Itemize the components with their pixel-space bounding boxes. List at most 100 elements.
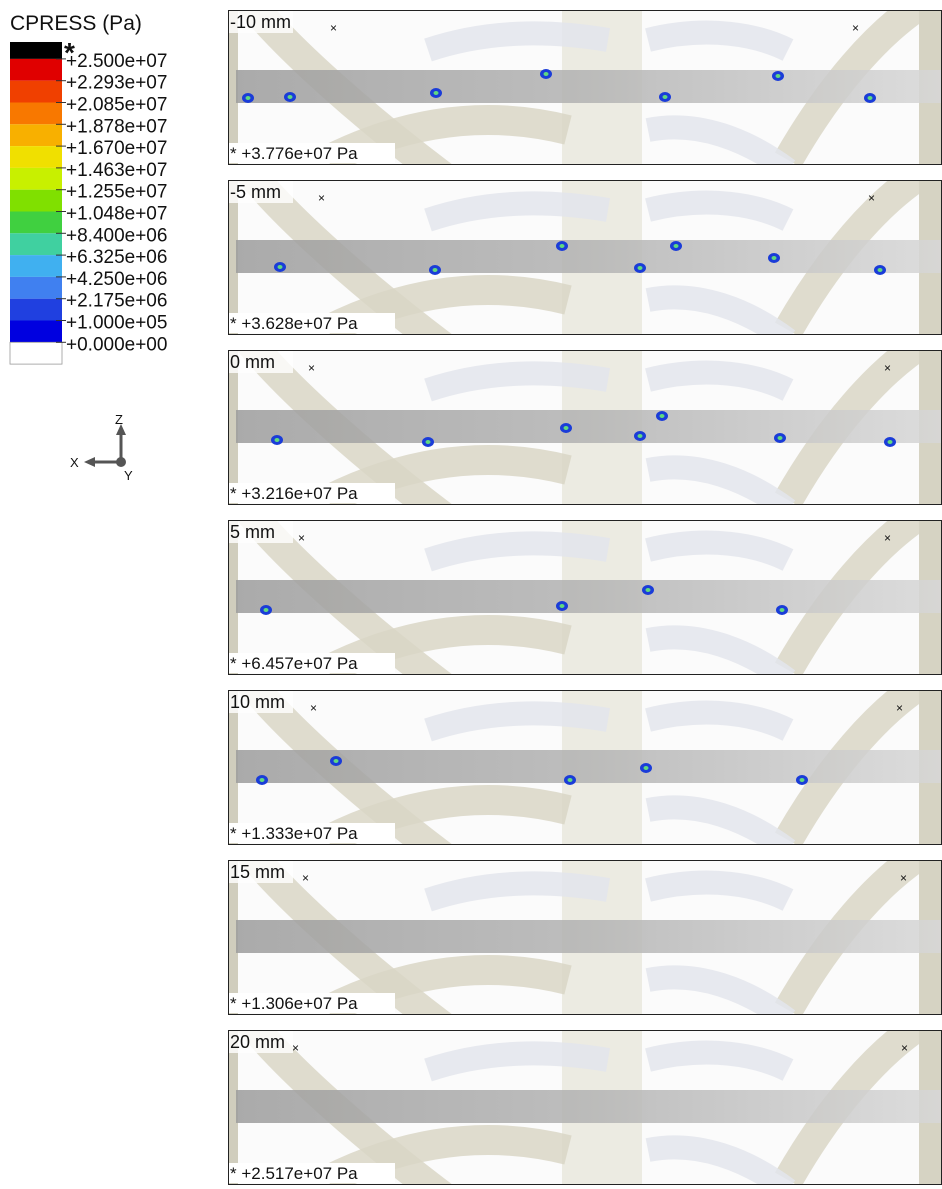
- rib: [645, 625, 796, 674]
- pressure-spot-core: [559, 244, 565, 248]
- pressure-spot-core: [779, 608, 785, 612]
- rib: [774, 520, 936, 674]
- max-bg: [229, 1163, 395, 1183]
- rib: [424, 701, 610, 742]
- color-swatch: [10, 102, 62, 125]
- pressure-spot-core: [245, 96, 251, 100]
- left-edge: [228, 690, 238, 844]
- marker: ×: [896, 701, 903, 715]
- rib: [645, 530, 794, 571]
- color-swatch: [10, 80, 62, 103]
- max-value: * +3.776e+07 Pa: [230, 144, 358, 163]
- pressure-spot-core: [287, 95, 293, 99]
- pressure-spot-core: [662, 95, 668, 99]
- legend-label: +1.670e+07: [66, 138, 167, 159]
- color-swatch: [10, 167, 62, 190]
- contact-band: [236, 920, 941, 953]
- left-edge: [228, 1030, 238, 1184]
- left-edge: [228, 860, 238, 1014]
- legend-title: CPRESS (Pa): [10, 12, 142, 35]
- legend-label: +1.255e+07: [66, 182, 167, 203]
- marker: ×: [310, 701, 317, 715]
- panel-label: 0 mm: [230, 352, 275, 372]
- max-value: * +3.216e+07 Pa: [230, 484, 358, 503]
- rib: [424, 871, 610, 912]
- label-bg: [229, 351, 293, 373]
- contact-band: [236, 580, 941, 613]
- max-value: * +3.628e+07 Pa: [230, 314, 358, 333]
- pressure-spot-core: [659, 414, 665, 418]
- legend-label: +8.400e+06: [66, 225, 167, 246]
- color-swatch: [9, 341, 63, 365]
- pressure-spot-core: [333, 759, 339, 763]
- color-swatch: [10, 211, 62, 234]
- max-bg: [229, 993, 395, 1013]
- marker: ×: [884, 531, 891, 545]
- panel: × × 20 mm * +2.517e+07 Pa: [228, 1030, 942, 1185]
- rib: [774, 180, 936, 334]
- panel-label: 5 mm: [230, 522, 275, 542]
- panel-image: × ×: [228, 690, 941, 844]
- color-swatch: [10, 146, 62, 168]
- pressure-spot-core: [567, 778, 573, 782]
- panel-image: × ×: [228, 860, 941, 1014]
- pressure-spot-core: [867, 96, 873, 100]
- rib: [424, 21, 610, 62]
- pressure-spot-core: [877, 268, 883, 272]
- pressure-spot-core: [277, 265, 283, 269]
- axis-z: Z: [115, 412, 123, 427]
- panel: × ×15 mm * +1.306e+07 Pa: [228, 860, 942, 1015]
- marker: ×: [884, 361, 891, 375]
- max-value: * +1.306e+07 Pa: [230, 994, 358, 1013]
- panel-label: 10 mm: [230, 692, 285, 712]
- marker: ×: [900, 871, 907, 885]
- pressure-spot-core: [559, 604, 565, 608]
- pressure-spot-core: [432, 268, 438, 272]
- color-swatch: [10, 42, 62, 59]
- panel-label: -5 mm: [230, 182, 281, 202]
- rib: [645, 870, 794, 911]
- rib: [645, 1040, 794, 1081]
- legend: CPRESS (Pa) * +2.500e+07+2.293e+07+2.085…: [9, 12, 167, 365]
- marker: ×: [292, 1041, 299, 1055]
- legend-label: +1.463e+07: [66, 160, 167, 181]
- panel-label: 20 mm: [230, 1032, 285, 1052]
- color-swatch: [10, 320, 62, 343]
- rib: [645, 285, 796, 334]
- marker: ×: [852, 21, 859, 35]
- legend-label: +2.085e+07: [66, 95, 167, 116]
- label-bg: [229, 181, 293, 203]
- rib: [645, 190, 794, 231]
- pressure-spot-core: [563, 426, 569, 430]
- pressure-spot-core: [433, 91, 439, 95]
- panel: × ×10 mm* +1.333e+07 Pa: [228, 690, 942, 845]
- rib: [645, 700, 794, 741]
- axis-x: X: [70, 455, 79, 470]
- axis-y: Y: [124, 468, 133, 483]
- label-bg: [229, 1031, 293, 1053]
- pressure-spot-core: [799, 778, 805, 782]
- panel: × × 0 mm * +3.216e+07 Pa: [228, 350, 942, 505]
- rib: [645, 360, 794, 401]
- panel-label: 15 mm: [230, 862, 285, 882]
- legend-label: +6.325e+06: [66, 247, 167, 268]
- rib: [645, 455, 796, 504]
- max-value: * +6.457e+07 Pa: [230, 654, 358, 673]
- max-bg: [229, 483, 395, 503]
- rib: [424, 191, 610, 232]
- label-bg: [229, 861, 293, 883]
- left-edge: [228, 180, 238, 334]
- color-swatch: [10, 189, 62, 212]
- marker: ×: [298, 531, 305, 545]
- marker: ×: [868, 191, 875, 205]
- color-swatch: [10, 233, 62, 256]
- legend-label: +1.048e+07: [66, 204, 167, 225]
- max-bg: [229, 823, 395, 843]
- pressure-spot-core: [637, 266, 643, 270]
- pressure-spot-core: [543, 72, 549, 76]
- panel: × × -5 mm * +3.628e+07 Pa: [228, 180, 942, 335]
- contact-band: [236, 240, 941, 273]
- legend-label: +2.175e+06: [66, 291, 167, 312]
- rib: [774, 860, 936, 1014]
- rib: [424, 531, 610, 572]
